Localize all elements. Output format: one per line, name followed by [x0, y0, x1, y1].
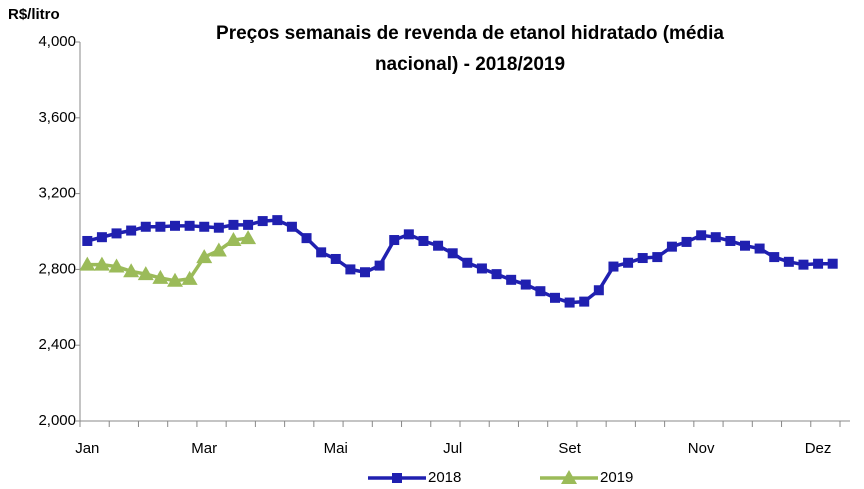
point — [123, 263, 140, 278]
point — [82, 235, 93, 246]
point — [418, 235, 429, 246]
x-tick-label: Set — [558, 440, 581, 457]
y-axis-label: R$/litro — [8, 6, 60, 23]
point — [79, 256, 96, 271]
point — [564, 297, 575, 308]
x-tick-label: Jul — [443, 440, 462, 457]
point — [827, 258, 838, 269]
point — [345, 264, 356, 275]
point — [666, 241, 677, 252]
point — [813, 258, 824, 269]
point — [152, 269, 169, 284]
point — [286, 221, 297, 232]
point — [301, 233, 312, 244]
x-tick-label: Mar — [191, 440, 217, 457]
point — [181, 270, 198, 285]
point — [210, 242, 227, 257]
x-tick-label: Nov — [688, 440, 715, 457]
point — [167, 272, 183, 287]
point — [550, 292, 560, 303]
point — [520, 279, 531, 290]
point — [93, 256, 110, 271]
point — [257, 216, 268, 227]
point — [740, 240, 750, 251]
point — [783, 256, 794, 267]
y-tick-label: 2,400 — [38, 336, 76, 353]
point — [137, 266, 154, 281]
x-tick-label: Jan — [75, 440, 99, 457]
point — [360, 267, 370, 278]
point — [272, 215, 283, 226]
point — [392, 473, 402, 483]
point — [433, 240, 444, 251]
point — [126, 225, 137, 236]
point — [140, 221, 151, 232]
point — [243, 219, 254, 230]
point — [330, 253, 341, 264]
point — [579, 296, 590, 307]
point — [196, 249, 213, 264]
point — [389, 235, 400, 246]
legend-label: 2018 — [428, 469, 461, 486]
point — [754, 243, 765, 254]
x-tick-label: Dez — [805, 440, 832, 457]
point — [228, 219, 239, 230]
point — [681, 236, 692, 247]
point — [199, 221, 210, 232]
point — [108, 258, 125, 273]
chart-title: nacional) - 2018/2019 — [375, 54, 565, 75]
chart-title: Preços semanais de revenda de etanol hid… — [216, 23, 724, 44]
y-tick-label: 2,800 — [38, 260, 76, 277]
point — [96, 232, 107, 243]
series-line — [86, 218, 833, 305]
point — [170, 220, 180, 231]
point — [447, 248, 458, 259]
point — [652, 252, 663, 263]
point — [476, 263, 487, 274]
point — [593, 285, 604, 296]
point — [213, 222, 224, 233]
point — [316, 247, 327, 258]
y-tick-label: 2,000 — [38, 412, 76, 429]
point — [535, 286, 546, 297]
point — [725, 235, 736, 246]
point — [561, 470, 577, 484]
point — [506, 274, 517, 285]
point — [184, 220, 195, 231]
point — [696, 230, 707, 241]
point — [491, 269, 502, 280]
point — [111, 228, 122, 239]
legend-label: 2019 — [600, 469, 633, 486]
y-tick-label: 3,200 — [38, 185, 76, 202]
point — [798, 259, 809, 270]
point — [623, 257, 634, 268]
point — [155, 221, 166, 232]
point — [225, 232, 242, 247]
point — [769, 252, 780, 263]
y-tick-label: 4,000 — [38, 33, 76, 50]
point — [403, 229, 414, 240]
point — [608, 261, 619, 272]
y-tick-label: 3,600 — [38, 109, 76, 126]
x-tick-label: Mai — [324, 440, 348, 457]
point — [637, 253, 648, 264]
point — [462, 257, 473, 268]
point — [710, 232, 721, 243]
point — [374, 260, 385, 271]
point — [240, 230, 257, 245]
